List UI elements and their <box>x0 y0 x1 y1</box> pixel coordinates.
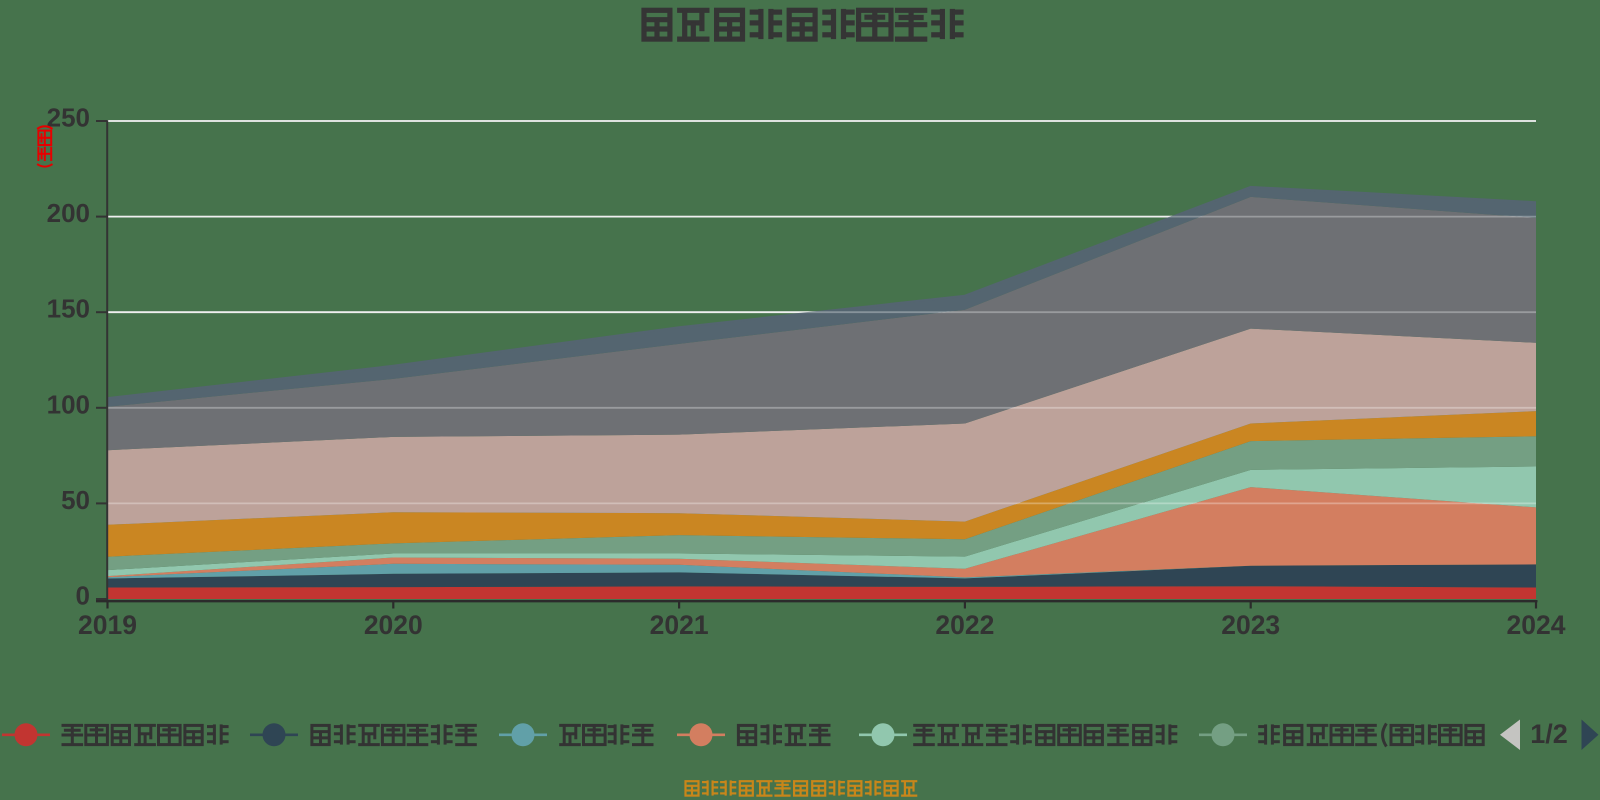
svg-text:100: 100 <box>47 389 90 419</box>
svg-text:2019: 2019 <box>78 610 137 640</box>
svg-text:2022: 2022 <box>935 610 994 640</box>
svg-text:200: 200 <box>47 198 90 228</box>
svg-text:2021: 2021 <box>650 610 709 640</box>
svg-text:2023: 2023 <box>1221 610 1280 640</box>
svg-text:250: 250 <box>47 103 90 133</box>
svg-text:2020: 2020 <box>364 610 423 640</box>
svg-text:50: 50 <box>61 485 90 515</box>
svg-text:0: 0 <box>76 581 90 611</box>
svg-text:1/2: 1/2 <box>1530 719 1568 749</box>
svg-text:2024: 2024 <box>1507 610 1566 640</box>
svg-text:150: 150 <box>47 294 90 324</box>
